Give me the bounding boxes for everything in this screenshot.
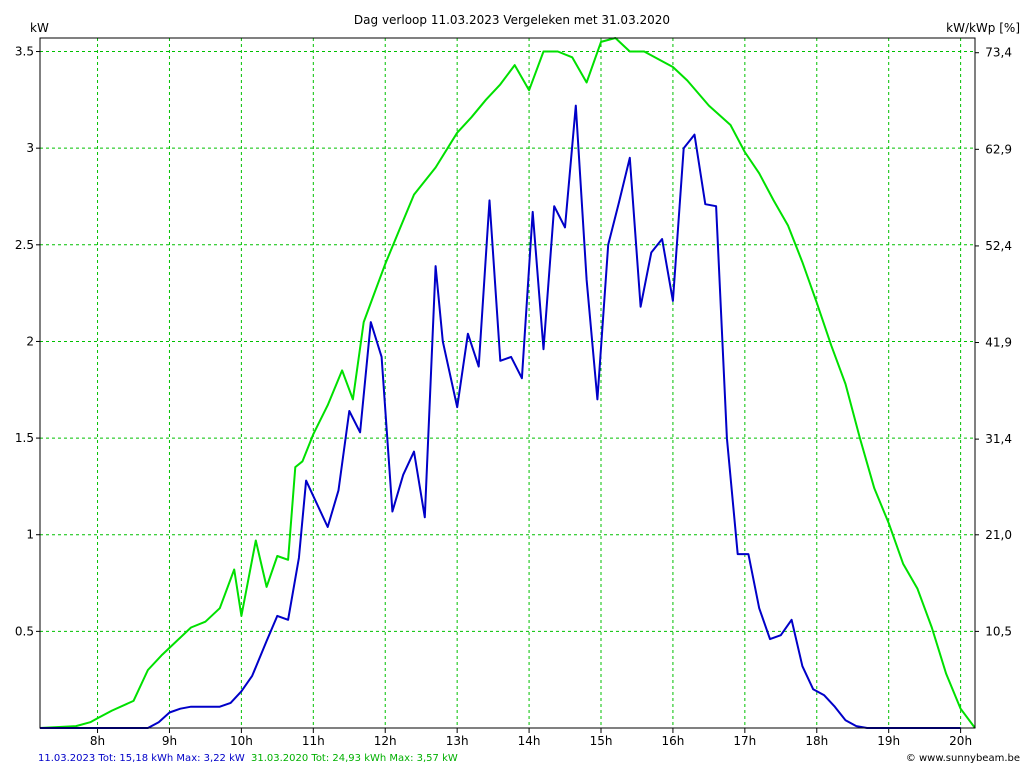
y2-tick-label: 31,4	[985, 432, 1012, 446]
x-tick-label: 15h	[590, 734, 613, 748]
grid-lines	[40, 38, 975, 728]
y2-tick-label: 73,4	[985, 46, 1012, 60]
x-tick-label: 8h	[90, 734, 105, 748]
y2-tick-label: 21,0	[985, 528, 1012, 542]
x-tick-label: 19h	[877, 734, 900, 748]
x-tick-label: 16h	[661, 734, 684, 748]
x-tick-label: 9h	[162, 734, 177, 748]
x-tick-label: 12h	[374, 734, 397, 748]
plot-frame	[39, 37, 976, 729]
x-tick-label: 20h	[949, 734, 972, 748]
footer-copyright: © www.sunnybeam.be	[906, 753, 1020, 764]
y2-tick-label: 10,5	[985, 624, 1012, 638]
y-tick-label: 3.5	[15, 45, 34, 59]
series-group	[39, 37, 976, 729]
x-tick-label: 14h	[518, 734, 541, 748]
y-tick-label: 3	[26, 141, 34, 155]
y2-tick-label: 52,4	[985, 239, 1012, 253]
footer-summary: 11.03.2023 Tot: 15,18 kWh Max: 3,22 kW 3…	[38, 753, 458, 764]
x-tick-label: 17h	[733, 734, 756, 748]
y-axis-label-right: kW/kWp [%]	[946, 21, 1020, 35]
y-tick-label: 1.5	[15, 431, 34, 445]
y-ticks-right: 10,5 21,0 31,4 41,9 52,4 62,9 73,4	[975, 46, 1012, 638]
y-axis-label-left: kW	[30, 21, 49, 35]
y-tick-label: 2.5	[15, 238, 34, 252]
x-ticks: 8h 9h 10h 11h 12h 13h 14h 15h 16h 17h 18h 19h 20h	[90, 728, 972, 748]
footer-summary-2023: 11.03.2023 Tot: 15,18 kWh Max: 3,22 kW	[38, 753, 245, 764]
y2-tick-label: 41,9	[985, 336, 1012, 350]
y-tick-label: 2	[26, 334, 34, 348]
y-tick-label: 1	[26, 528, 34, 542]
x-tick-label: 10h	[230, 734, 253, 748]
chart-title: Dag verloop 11.03.2023 Vergeleken met 31…	[354, 13, 670, 27]
x-tick-label: 11h	[302, 734, 325, 748]
series-line-2023	[40, 104, 961, 729]
footer-summary-2020: 31.03.2020 Tot: 24,93 kWh Max: 3,57 kW	[251, 753, 458, 764]
y-ticks-left: 0.5 1 1.5 2 2.5 3 3.5	[15, 45, 40, 638]
y-tick-label: 0.5	[15, 624, 34, 638]
y2-tick-label: 62,9	[985, 142, 1012, 156]
x-tick-label: 13h	[446, 734, 469, 748]
series-line-2020	[39, 37, 976, 729]
x-tick-label: 18h	[805, 734, 828, 748]
